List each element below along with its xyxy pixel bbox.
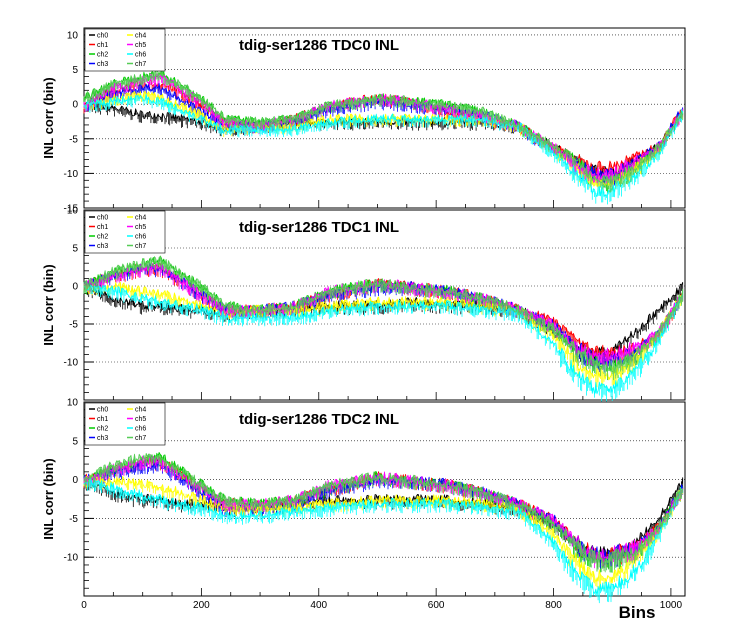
legend-label-ch0: ch0 (97, 407, 108, 414)
legend-label-ch2: ch2 (97, 234, 108, 241)
series-line-ch7 (83, 69, 684, 194)
y-tick-label: -5 (69, 134, 78, 145)
legend-label-ch3: ch3 (97, 435, 108, 442)
legend: ch0 ch1 ch2 ch3 ch4 ch5 ch6 ch7 (84, 402, 166, 446)
y-tick-label: -5 (69, 514, 78, 525)
x-tick-label: 600 (428, 600, 445, 611)
legend-label-ch1: ch1 (97, 416, 108, 423)
legend-label-ch5: ch5 (135, 416, 146, 423)
series-line-ch7 (83, 453, 684, 573)
legend-label-ch1: ch1 (97, 224, 108, 231)
legend-label-ch5: ch5 (135, 42, 146, 49)
legend-box (84, 402, 166, 446)
x-tick-label: 200 (193, 600, 210, 611)
x-tick-label: 0 (81, 600, 87, 611)
legend-label-ch6: ch6 (135, 426, 146, 433)
legend-label-ch3: ch3 (97, 61, 108, 68)
y-tick-label: -10 (64, 169, 79, 180)
legend-label-ch1: ch1 (97, 42, 108, 49)
x-tick-label: 400 (310, 600, 327, 611)
y-tick-label: 10 (67, 398, 79, 409)
y-tick-label: 5 (72, 436, 78, 447)
y-tick-label: -10 (64, 358, 79, 369)
legend-label-ch4: ch4 (135, 407, 146, 414)
x-tick-label: 1000 (660, 600, 683, 611)
y-tick-label: 0 (72, 100, 78, 111)
y-tick-label: 5 (72, 244, 78, 255)
x-axis-label: Bins (619, 603, 656, 622)
y-tick-label: 0 (72, 282, 78, 293)
legend-label-ch7: ch7 (135, 243, 146, 250)
y-tick-label: 10 (67, 30, 79, 41)
legend-label-ch5: ch5 (135, 224, 146, 231)
legend-label-ch3: ch3 (97, 243, 108, 250)
series-line-ch6 (83, 93, 684, 205)
series-line-ch4 (83, 474, 684, 592)
legend-label-ch0: ch0 (97, 215, 108, 222)
legend: ch0 ch1 ch2 ch3 ch4 ch5 ch6 ch7 (84, 210, 166, 254)
y-tick-label: 10 (67, 206, 79, 217)
panel-tdc2: 10 5 0 -5 -10 0 200 400 600 800 1000 INL corr (bin)… (41, 398, 686, 611)
legend-box (84, 28, 166, 72)
y-tick-label: 0 (72, 475, 78, 486)
series-line-ch3 (83, 459, 684, 569)
chart-title: tdig-ser1286 TDC2 INL (239, 411, 399, 428)
y-axis-label: INL corr (bin) (41, 458, 56, 539)
legend-label-ch2: ch2 (97, 52, 108, 59)
chart-title: tdig-ser1286 TDC0 INL (239, 37, 399, 54)
series-line-ch4 (83, 281, 684, 389)
legend-label-ch7: ch7 (135, 61, 146, 68)
legend-label-ch4: ch4 (135, 215, 146, 222)
legend-label-ch4: ch4 (135, 33, 146, 40)
legend-box (84, 210, 166, 254)
series-line-ch6 (83, 476, 684, 604)
y-tick-label: -15 (64, 204, 79, 215)
legend-label-ch7: ch7 (135, 435, 146, 442)
legend-label-ch6: ch6 (135, 234, 146, 241)
series-line-ch7 (83, 255, 684, 381)
legend-label-ch0: ch0 (97, 33, 108, 40)
y-tick-label: 5 (72, 65, 78, 76)
y-axis-label: INL corr (bin) (41, 264, 56, 345)
y-tick-label: -10 (64, 553, 79, 564)
legend-label-ch2: ch2 (97, 426, 108, 433)
legend-label-ch6: ch6 (135, 52, 146, 59)
chart-title: tdig-ser1286 TDC1 INL (239, 219, 399, 236)
y-axis-label: INL corr (bin) (41, 77, 56, 158)
y-tick-label: -5 (69, 320, 78, 331)
legend: ch0 ch1 ch2 ch3 ch4 ch5 ch6 ch7 (84, 28, 166, 72)
x-tick-label: 800 (545, 600, 562, 611)
series-line-ch6 (83, 284, 684, 403)
